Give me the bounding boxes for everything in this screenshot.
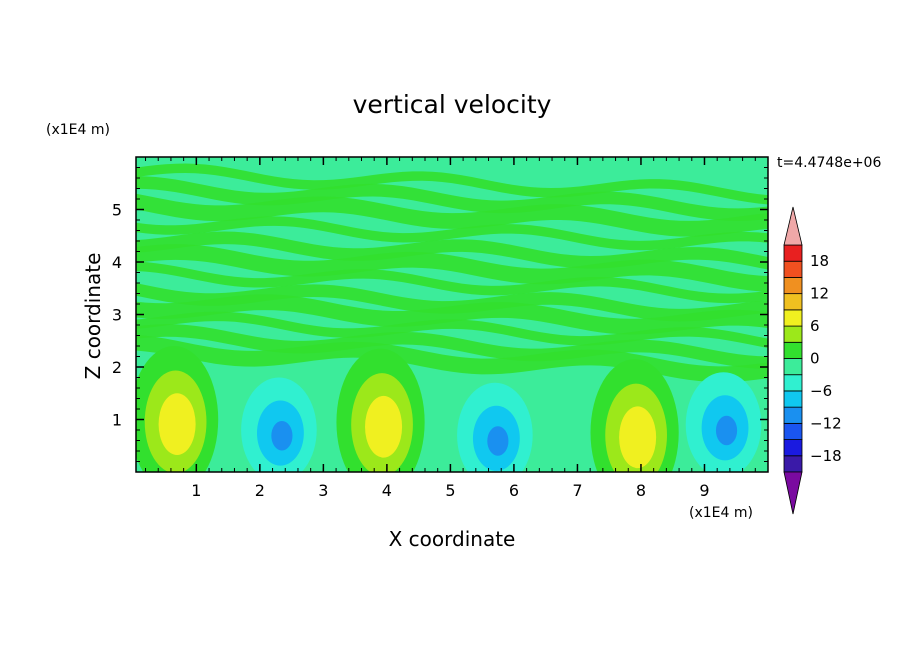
colorbar-segment [783,439,803,457]
wave-band [136,261,768,304]
colorbar-segment [783,390,803,408]
y-tick-label: 2 [112,358,122,377]
wave-band [136,283,768,322]
colorbar-tick-label: −18 [810,447,842,465]
y-tick-label: 5 [112,201,122,220]
y-tick-label: 1 [112,411,122,430]
colorbar-tick-label: 6 [810,317,820,335]
y-unit-label: (x1E4 m) [46,122,110,138]
y-tick-label: 3 [112,306,122,325]
wave-band [136,216,768,251]
x-tick-label: 9 [699,481,709,500]
colorbar: 18 12 6 0 −6 −12 −18 [783,206,842,515]
colorbar-segment [783,455,803,473]
wave-band [136,324,768,370]
contour-field [136,157,768,472]
colorbar-segment [783,325,803,343]
x-axis-label: X coordinate [389,527,516,551]
wave-band [136,244,768,292]
wave-band [136,163,768,205]
x-unit-label: (x1E4 m) [689,505,753,521]
x-tick-label: 5 [445,481,455,500]
colorbar-segment [783,293,803,311]
wave-band [136,311,768,349]
updraft-cell [630,424,648,454]
time-label: t=4.4748e+06 [777,155,881,171]
updraft-cell [376,413,394,444]
downdraft-cell [487,426,509,456]
colorbar-tick-label: 18 [810,252,829,270]
updraft-cell [169,411,188,441]
x-tick-label: 1 [191,481,201,500]
x-tick-label: 6 [509,481,519,500]
colorbar-segment [783,309,803,327]
colorbar-segment [783,406,803,424]
wave-band [136,176,768,221]
colorbar-segment [783,277,803,295]
colorbar-segment [783,341,803,359]
axes: 1 2 3 4 5 6 7 8 9 1 2 3 4 5 [112,157,769,500]
colorbar-tick-label: 12 [810,285,829,303]
y-tick-label: 4 [112,253,122,272]
wave-band [136,334,768,383]
colorbar-segment [783,244,803,262]
colorbar-segment [783,260,803,278]
colorbar-tick-label: −6 [810,382,832,400]
wave-band [136,294,768,335]
x-tick-label: 4 [382,481,392,500]
wave-band [136,231,768,270]
x-tick-label: 8 [636,481,646,500]
colorbar-segment [783,422,803,440]
colorbar-tick-label: 0 [810,350,820,368]
colorbar-max-triangle [783,206,803,246]
colorbar-min-triangle [783,471,803,515]
downdraft-cell [271,421,293,451]
wave-band [136,193,768,237]
colorbar-segment [783,358,803,376]
chart-title: vertical velocity [353,90,552,119]
colorbar-tick-label: −12 [810,414,842,432]
downdraft-cell [715,415,738,446]
y-axis-label: Z coordinate [81,253,105,380]
x-tick-label: 7 [572,481,582,500]
colorbar-segment [783,374,803,392]
x-tick-label: 3 [318,481,328,500]
x-tick-label: 2 [255,481,265,500]
